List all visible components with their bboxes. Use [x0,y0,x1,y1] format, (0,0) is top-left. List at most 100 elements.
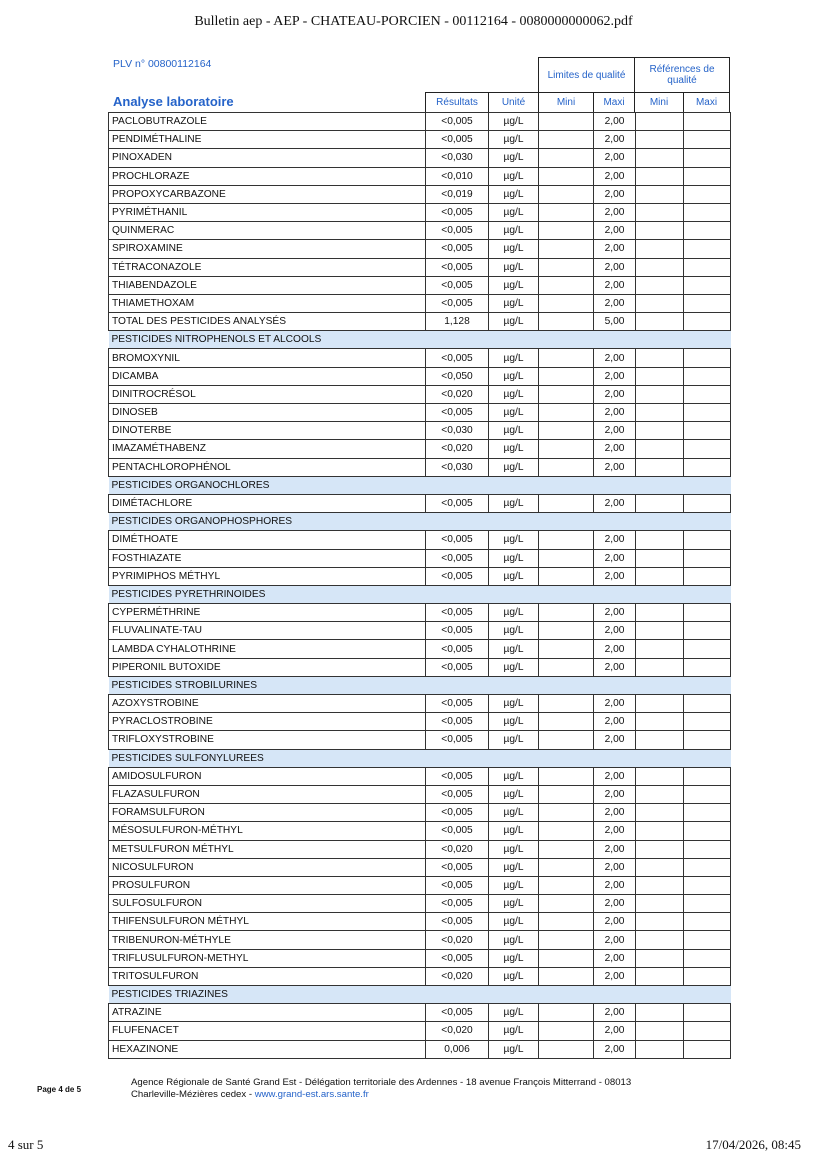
table-row: AZOXYSTROBINE <0,005 µg/L 2,00 [108,693,731,714]
reference-maxi [683,839,731,859]
parameter-name: FLAZASULFURON [108,784,426,805]
reference-maxi [683,621,731,641]
unit-value: µg/L [488,603,539,623]
table-row: LAMBDA CYHALOTHRINE <0,005 µg/L 2,00 [108,639,731,659]
reference-maxi [683,857,731,877]
unit-value: µg/L [488,221,539,241]
section-header: PESTICIDES ORGANOCHLORES [108,475,731,495]
reference-maxi [683,766,731,786]
limit-maxi: 2,00 [593,948,636,968]
limit-maxi: 2,00 [593,803,636,823]
result-value: <0,005 [425,693,489,714]
reference-mini [635,712,684,732]
result-value: <0,010 [425,166,489,186]
limit-mini [538,730,594,750]
table-row: THIABENDAZOLE <0,005 µg/L 2,00 [108,275,731,295]
reference-mini [635,1021,684,1041]
result-value: <0,020 [425,439,489,459]
limit-mini [538,184,594,204]
address-line-2: Charleville-Mézières cedex - [131,1089,255,1100]
limit-maxi: 2,00 [593,275,636,295]
reference-mini [635,312,684,332]
reference-mini [635,894,684,914]
header-ref-mini: Mini [634,92,684,113]
reference-mini [635,548,684,568]
section-header: PESTICIDES NITROPHENOLS ET ALCOOLS [108,330,731,350]
reference-maxi [683,111,731,132]
reference-maxi [683,930,731,950]
limit-mini [538,111,594,132]
limit-mini [538,803,594,823]
unit-value: µg/L [488,111,539,132]
limit-mini [538,948,594,968]
unit-value: µg/L [488,493,539,514]
table-row: CYPERMÉTHRINE <0,005 µg/L 2,00 [108,603,731,623]
table-row: DIMÉTACHLORE <0,005 µg/L 2,00 [108,493,731,514]
section-header: PESTICIDES PYRETHRINOIDES [108,584,731,605]
result-value: <0,005 [425,566,489,586]
reference-maxi [683,202,731,223]
website-link[interactable]: www.grand-est.ars.sante.fr [254,1089,369,1100]
limit-maxi: 2,00 [593,766,636,786]
header-limites: Limites de qualité [538,57,635,93]
reference-mini [635,293,684,314]
table-row: METSULFURON MÉTHYL <0,020 µg/L 2,00 [108,839,731,859]
limit-maxi: 2,00 [593,693,636,714]
parameter-name: THIFENSULFURON MÉTHYL [108,912,426,932]
header-references: Références de qualité [634,57,730,93]
reference-maxi [683,148,731,168]
unit-value: µg/L [488,166,539,186]
reference-mini [635,639,684,659]
reference-mini [635,839,684,859]
reference-maxi [683,493,731,514]
unit-value: µg/L [488,894,539,914]
reference-mini [635,348,684,368]
parameter-name: PYRIMÉTHANIL [108,202,426,223]
reference-mini [635,384,684,405]
limit-mini [538,930,594,950]
limit-maxi: 5,00 [593,312,636,332]
header-limites-mini: Mini [538,92,594,113]
unit-value: µg/L [488,548,539,568]
reference-mini [635,766,684,786]
reference-mini [635,948,684,968]
reference-mini [635,784,684,805]
parameter-name: BROMOXYNIL [108,348,426,368]
table-row: THIAMETHOXAM <0,005 µg/L 2,00 [108,293,731,314]
result-value: <0,005 [425,130,489,150]
reference-mini [635,184,684,204]
parameter-name: PENTACHLOROPHÉNOL [108,457,426,477]
parameter-name: CYPERMÉTHRINE [108,603,426,623]
unit-value: µg/L [488,839,539,859]
reference-mini [635,603,684,623]
limit-maxi: 2,00 [593,784,636,805]
limit-maxi: 2,00 [593,493,636,514]
footer-address: Agence Régionale de Santé Grand Est - Dé… [131,1077,631,1101]
result-value: <0,005 [425,948,489,968]
table-row: HEXAZINONE 0,006 µg/L 2,00 [108,1039,731,1059]
limit-maxi: 2,00 [593,384,636,405]
limit-maxi: 2,00 [593,894,636,914]
result-value: <0,005 [425,875,489,896]
reference-mini [635,275,684,295]
table-row: SULFOSULFURON <0,005 µg/L 2,00 [108,894,731,914]
reference-mini [635,111,684,132]
header-ref-maxi: Maxi [683,92,730,113]
limit-mini [538,202,594,223]
unit-value: µg/L [488,1003,539,1023]
section-header-row: PESTICIDES NITROPHENOLS ET ALCOOLS [108,330,731,350]
reference-mini [635,730,684,750]
reference-mini [635,457,684,477]
reference-mini [635,166,684,186]
result-value: <0,020 [425,839,489,859]
result-value: <0,005 [425,293,489,314]
reference-maxi [683,894,731,914]
limit-mini [538,766,594,786]
table-row: NICOSULFURON <0,005 µg/L 2,00 [108,857,731,877]
parameter-name: DICAMBA [108,366,426,386]
section-header-row: PESTICIDES TRIAZINES [108,984,731,1005]
table-row: PROSULFURON <0,005 µg/L 2,00 [108,875,731,896]
header-limites-maxi: Maxi [593,92,635,113]
result-value: <0,030 [425,421,489,441]
limit-mini [538,712,594,732]
